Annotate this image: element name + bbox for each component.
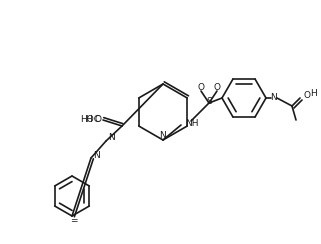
Text: N: N [271, 93, 277, 102]
Text: N: N [93, 151, 100, 160]
Text: S: S [206, 98, 212, 106]
Text: N: N [108, 133, 115, 142]
Text: O: O [304, 92, 311, 101]
Text: =: = [70, 216, 78, 225]
Text: H: H [310, 90, 317, 99]
Text: HOC: HOC [80, 115, 100, 124]
Text: O: O [213, 83, 221, 92]
Text: O: O [197, 83, 204, 92]
Text: N: N [160, 132, 166, 141]
Text: NH: NH [185, 119, 198, 128]
Text: H: H [86, 115, 92, 124]
Text: O: O [94, 115, 101, 124]
